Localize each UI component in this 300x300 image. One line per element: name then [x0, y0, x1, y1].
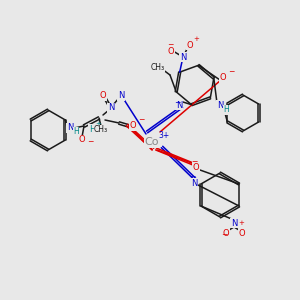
Text: −: − [221, 230, 227, 239]
Text: −: − [138, 115, 144, 124]
Text: N: N [231, 218, 237, 227]
Text: N: N [176, 100, 182, 109]
Text: H: H [73, 128, 79, 136]
Text: −: − [228, 67, 234, 76]
Text: O: O [168, 46, 174, 56]
Text: −: − [87, 137, 93, 146]
Text: Co: Co [145, 137, 159, 147]
Text: O: O [100, 92, 106, 100]
Text: O: O [187, 40, 193, 50]
Text: N: N [217, 100, 223, 109]
Text: N: N [108, 103, 114, 112]
Text: −: − [189, 172, 195, 181]
Text: N: N [67, 124, 73, 133]
Text: +: + [193, 36, 199, 42]
Text: +: + [95, 121, 101, 127]
Text: O: O [239, 229, 245, 238]
Text: −: − [174, 98, 180, 107]
Text: O: O [223, 229, 229, 238]
Text: −: − [167, 40, 173, 49]
Text: O: O [79, 136, 85, 145]
Text: CH₃: CH₃ [94, 125, 108, 134]
Text: O: O [220, 74, 226, 82]
Text: +: + [238, 220, 244, 226]
Text: N: N [118, 92, 124, 100]
Text: CH₃: CH₃ [151, 62, 165, 71]
Text: N: N [180, 52, 186, 62]
Text: −: − [191, 157, 197, 166]
Text: 3+: 3+ [158, 131, 169, 140]
Text: O: O [130, 122, 136, 130]
Text: H: H [223, 106, 229, 115]
Text: O: O [193, 163, 199, 172]
Text: N: N [191, 178, 197, 188]
Text: H: H [89, 124, 95, 134]
